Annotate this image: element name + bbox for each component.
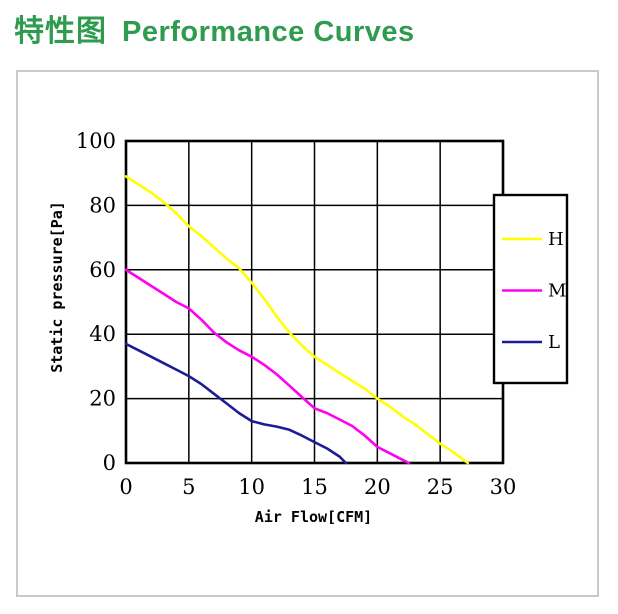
page-title-zh: 特性图 <box>14 15 107 48</box>
y-tick-label: 20 <box>89 387 116 411</box>
y-tick-label: 0 <box>103 451 116 475</box>
y-tick-label: 60 <box>89 258 116 282</box>
x-tick-label: 0 <box>119 475 132 499</box>
legend-box <box>492 193 569 385</box>
y-axis-title: Static pressure[Pa] <box>48 201 66 373</box>
legend-label-M: M <box>548 281 566 302</box>
page-title-en: Performance Curves <box>122 16 415 48</box>
x-tick-label: 5 <box>182 475 195 499</box>
y-tick-label: 40 <box>89 322 116 346</box>
x-tick-label: 15 <box>301 475 328 499</box>
legend-label-H: H <box>548 229 564 250</box>
x-tick-label: 20 <box>364 475 391 499</box>
page-header: 特性图 Performance Curves <box>14 6 415 50</box>
x-axis-title: Air Flow[CFM] <box>255 508 372 526</box>
curve-H <box>124 175 470 465</box>
x-tick-label: 25 <box>427 475 454 499</box>
y-tick-label: 100 <box>76 129 116 153</box>
chart-panel: 0 20 40 60 80 100 0 5 10 15 20 25 30 Air Flow[CFM] Sta… <box>16 70 599 597</box>
x-tick-label: 30 <box>490 475 517 499</box>
x-tick-label: 10 <box>238 475 265 499</box>
legend-label-L: L <box>548 332 560 353</box>
curve-M <box>124 268 411 465</box>
performance-chart: 0 20 40 60 80 100 0 5 10 15 20 25 30 Air Flow[CFM] Sta… <box>48 129 569 526</box>
curve-L <box>124 342 348 465</box>
y-tick-label: 80 <box>89 193 116 217</box>
